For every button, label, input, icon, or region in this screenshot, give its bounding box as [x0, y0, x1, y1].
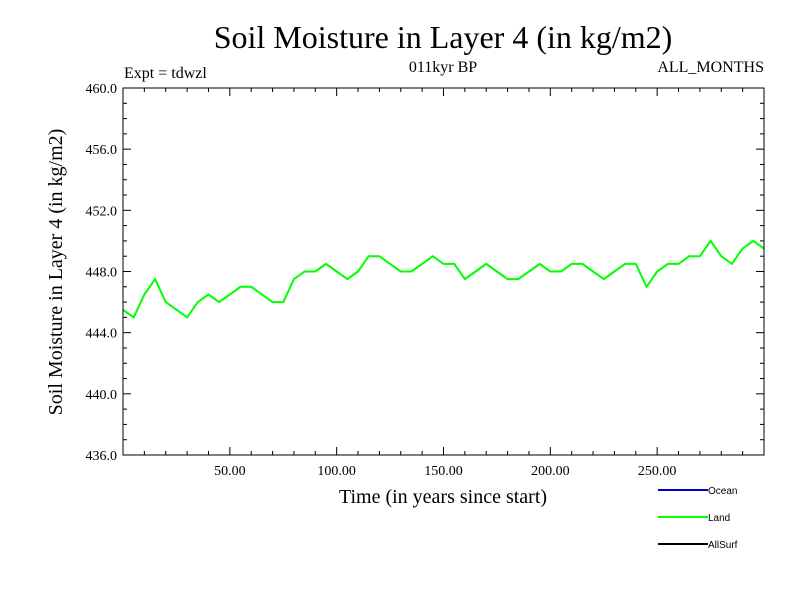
chart-title: Soil Moisture in Layer 4 (in kg/m2) — [214, 19, 673, 55]
y-tick-label: 448.0 — [86, 266, 118, 281]
y-axis-label: Soil Moisture in Layer 4 (in kg/m2) — [45, 129, 67, 416]
legend-label: AllSurf — [708, 540, 738, 551]
x-tick-label: 200.00 — [531, 464, 570, 479]
plot-frame — [122, 87, 765, 456]
y-tick-label: 440.0 — [86, 388, 118, 403]
y-axis: 436.0 440.0 444.0 448.0 452.0 456.0 460.0 — [86, 82, 764, 464]
x-axis: 50.00 100.00 150.00 200.00 250.00 — [143, 88, 744, 479]
x-axis-label: Time (in years since start) — [339, 486, 547, 508]
x-tick-label: 150.00 — [424, 464, 463, 479]
chart-subtitle-right: ALL_MONTHS — [657, 59, 764, 76]
y-tick-label: 444.0 — [86, 327, 118, 342]
y-tick-label: 452.0 — [86, 204, 118, 219]
x-tick-label: 100.00 — [317, 464, 356, 479]
legend: Ocean Land AllSurf — [658, 486, 738, 551]
plot-series — [122, 239, 765, 319]
legend-label: Ocean — [708, 486, 737, 497]
x-tick-label: 50.00 — [214, 464, 246, 479]
y-tick-label: 456.0 — [86, 143, 118, 158]
y-tick-label: 436.0 — [86, 449, 118, 464]
chart-subtitle-left: Expt = tdwzl — [124, 65, 207, 82]
legend-label: Land — [708, 513, 730, 524]
series-line-land — [122, 239, 765, 319]
y-tick-label: 460.0 — [86, 82, 118, 97]
chart-subtitle-center: 011kyr BP — [409, 59, 477, 76]
x-tick-label: 250.00 — [638, 464, 677, 479]
